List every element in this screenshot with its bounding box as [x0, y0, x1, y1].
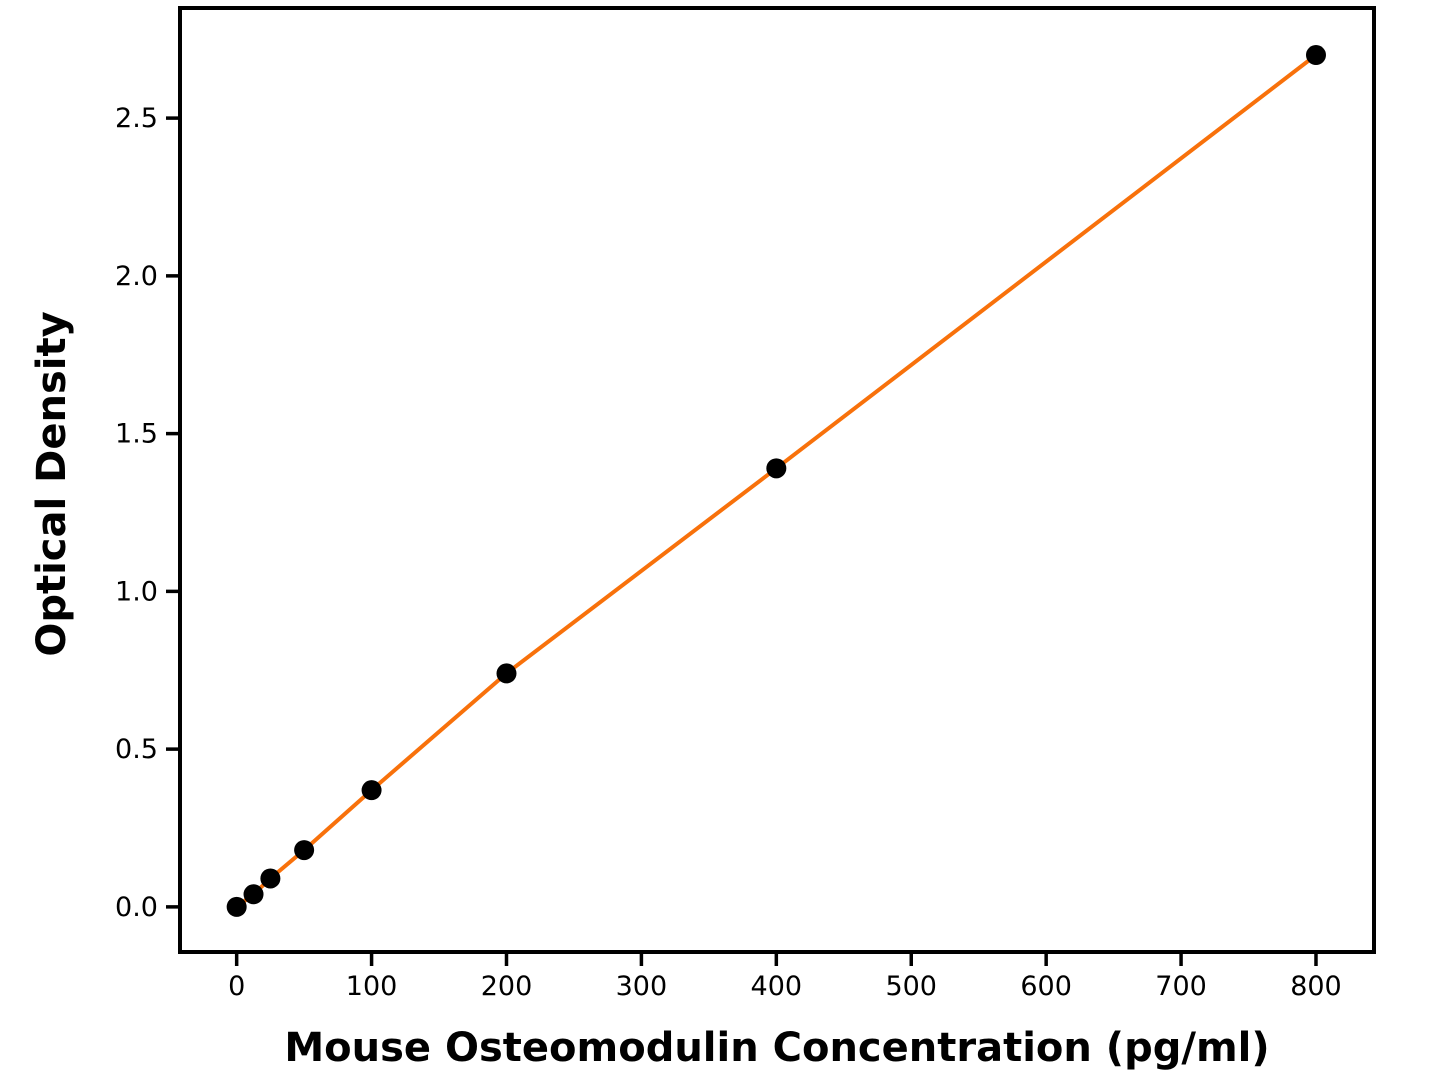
plot-border — [178, 6, 1376, 954]
x-tick-label: 300 — [616, 971, 668, 1002]
y-tick-label: 1.0 — [115, 576, 158, 607]
data-point — [243, 884, 264, 905]
x-tick-label: 500 — [885, 971, 937, 1002]
x-axis-label: Mouse Osteomodulin Concentration (pg/ml) — [284, 1025, 1270, 1071]
standard-curve-line — [234, 53, 1318, 909]
data-point — [496, 663, 517, 684]
data-point — [260, 868, 281, 889]
x-tick-label: 0 — [228, 971, 245, 1002]
x-tick-label: 800 — [1290, 971, 1342, 1002]
x-tick-label: 700 — [1155, 971, 1207, 1002]
y-tick-label: 2.5 — [115, 103, 158, 134]
data-point — [294, 840, 315, 861]
data-point — [226, 896, 247, 917]
y-tick-label: 2.0 — [115, 261, 158, 292]
y-tick-label: 0.0 — [115, 892, 158, 923]
data-point — [766, 458, 787, 479]
x-tick-label: 200 — [481, 971, 533, 1002]
x-tick-label: 100 — [346, 971, 398, 1002]
y-tick-label: 1.5 — [115, 419, 158, 450]
x-tick-label: 600 — [1020, 971, 1072, 1002]
data-point — [361, 780, 382, 801]
x-tick-label: 400 — [751, 971, 803, 1002]
y-axis-label: Optical Density — [29, 311, 75, 657]
y-tick-label: 0.5 — [115, 734, 158, 765]
data-point — [1305, 45, 1326, 66]
